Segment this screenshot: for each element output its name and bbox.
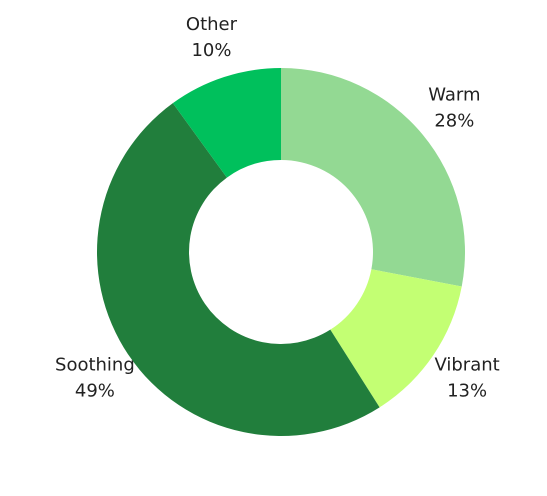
slice-label: Soothing [55, 354, 135, 375]
donut-slice [330, 269, 462, 408]
slice-value-label: 49% [75, 380, 115, 401]
slice-value-label: 10% [191, 40, 231, 61]
donut-slice [281, 68, 465, 287]
slice-value-label: 13% [447, 380, 487, 401]
donut-slice [172, 68, 281, 178]
slice-label: Other [186, 14, 238, 35]
donut-slice [97, 103, 380, 436]
slice-label: Vibrant [434, 354, 499, 375]
slice-label: Warm [428, 85, 480, 106]
slice-value-label: 28% [434, 111, 474, 132]
